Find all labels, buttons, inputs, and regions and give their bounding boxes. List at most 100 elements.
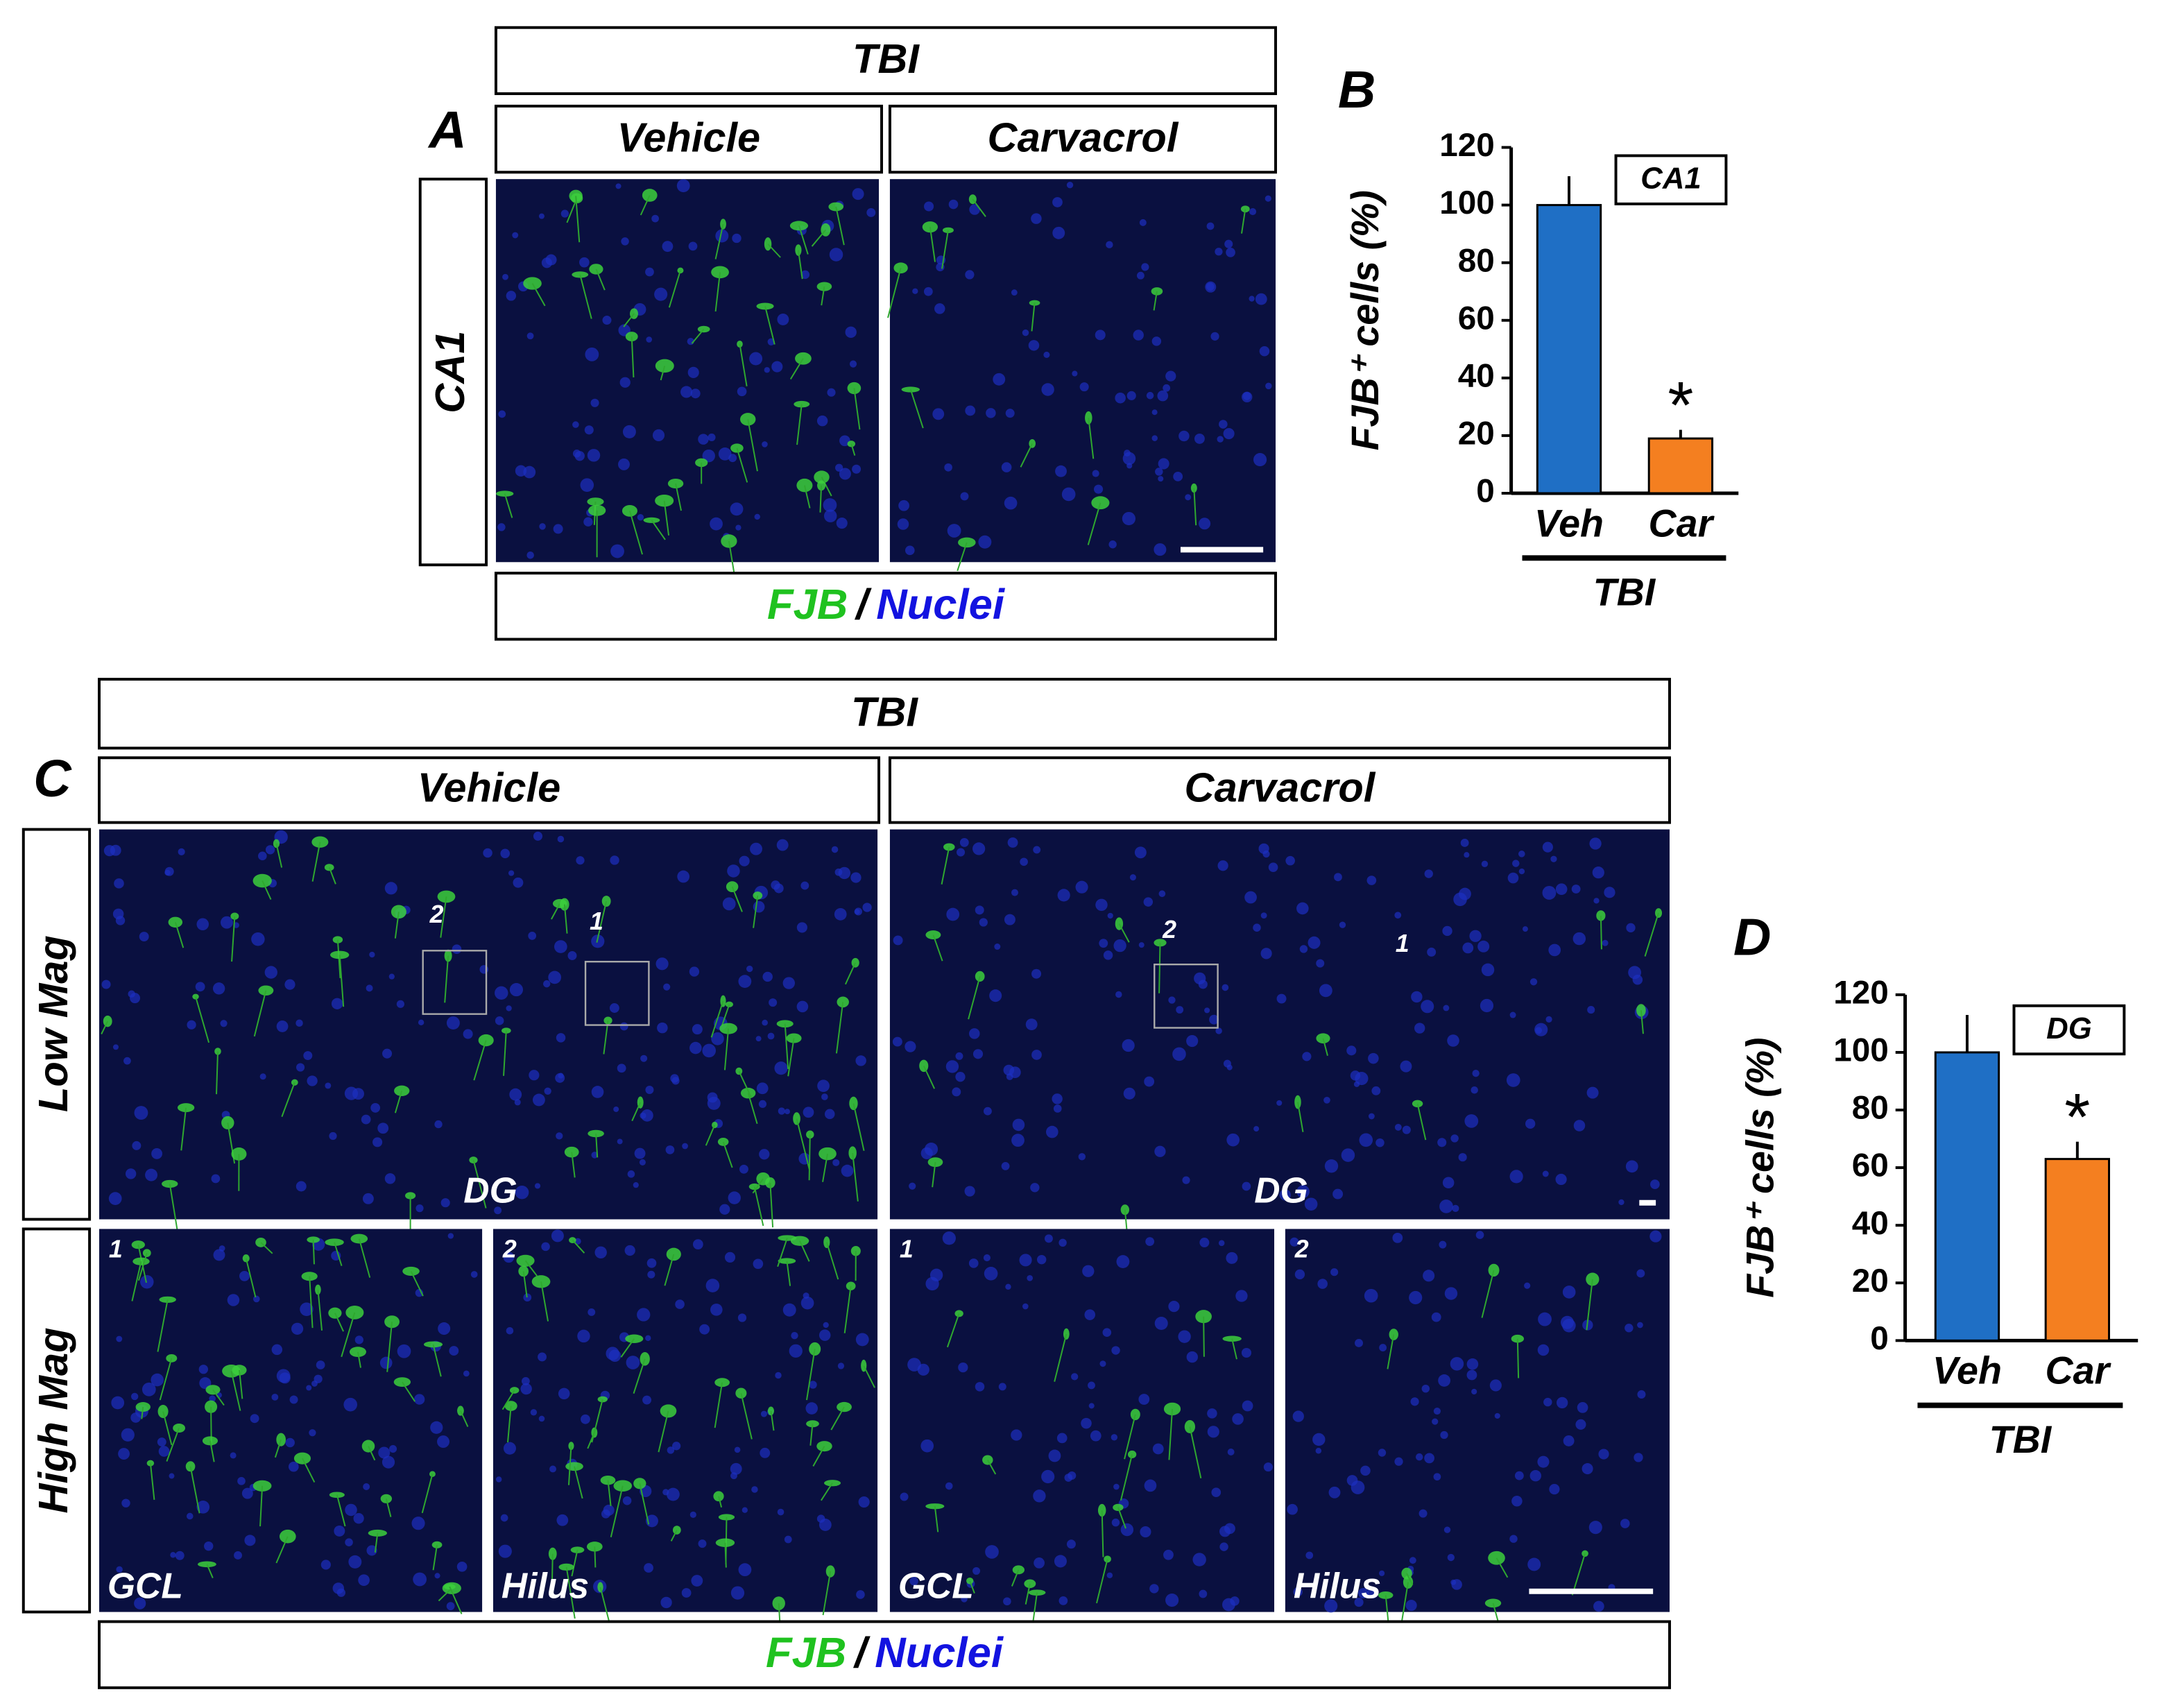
nucleus [1323, 1096, 1330, 1104]
nucleus [1259, 345, 1270, 357]
nucleus [948, 199, 959, 210]
nucleus [463, 1370, 470, 1377]
nucleus [1379, 1344, 1387, 1352]
nucleus [1222, 984, 1229, 991]
nucleus [1472, 1069, 1480, 1077]
fjb-cell [279, 1529, 296, 1544]
nucleus [1120, 1523, 1134, 1537]
fjb-process [566, 198, 578, 223]
fjb-process [850, 443, 856, 456]
nucleus [140, 1275, 154, 1289]
nucleus [456, 1561, 468, 1572]
nucleus [1293, 1587, 1303, 1597]
fjb-process [787, 1038, 795, 1077]
fjb-process [137, 1252, 148, 1281]
fjb-process [640, 195, 651, 216]
nucleus [639, 1159, 646, 1165]
y-tick-label: 120 [1833, 974, 1889, 1011]
nucleus [379, 1356, 393, 1369]
fjb-process [1032, 1592, 1038, 1621]
fjb-process [806, 1349, 816, 1401]
nucleus [285, 1437, 295, 1448]
nucleus [523, 466, 536, 479]
nucleus [608, 1349, 622, 1363]
nucleus [1542, 1170, 1549, 1177]
nucleus [1046, 1125, 1058, 1138]
y-tick-label: 20 [1852, 1263, 1889, 1299]
inset-number: 1 [109, 1236, 123, 1263]
fjb-process [822, 1571, 832, 1616]
fjb-process [1153, 291, 1158, 311]
nucleus [1005, 409, 1015, 418]
nucleus [965, 270, 975, 280]
group-label: TBI [851, 688, 918, 735]
nucleus [708, 433, 716, 441]
nucleus [1218, 1240, 1225, 1247]
fjb-cell [837, 996, 849, 1008]
fjb-cell [1029, 438, 1036, 448]
nucleus [968, 1258, 979, 1268]
fjb-process [1640, 1010, 1644, 1034]
label-box [888, 104, 1277, 174]
nucleus [722, 897, 736, 911]
nucleus [110, 844, 121, 856]
nucleus [554, 940, 567, 953]
nucleus [1494, 1412, 1500, 1419]
nucleus [1394, 1123, 1402, 1131]
nucleus [816, 1514, 825, 1523]
nucleus [622, 425, 636, 438]
nucleus [244, 1535, 256, 1546]
nucleus [730, 502, 744, 516]
fjb-process [658, 1410, 669, 1453]
fjb-process [723, 1028, 730, 1070]
nucleus [1108, 540, 1117, 549]
nucleus [358, 1574, 370, 1587]
nucleus [1324, 1159, 1339, 1173]
fjb-process [317, 1289, 323, 1331]
nucleus [579, 257, 590, 268]
nucleus [1053, 1104, 1062, 1113]
nucleus [789, 1344, 803, 1358]
nucleus [314, 1374, 323, 1383]
nucleus [957, 848, 966, 857]
nucleus [1442, 1177, 1455, 1189]
nucleus [1066, 1539, 1076, 1549]
nucleus [1582, 1463, 1593, 1475]
fjb-process [633, 1358, 646, 1394]
nucleus [756, 1082, 769, 1095]
nucleus [1078, 1153, 1086, 1161]
fjb-process [863, 1365, 875, 1388]
fjb-process [159, 1358, 173, 1401]
inset-number: 2 [1294, 1236, 1309, 1263]
nucleus [1634, 1453, 1643, 1462]
nucleus [1205, 281, 1217, 293]
nucleus [556, 1132, 563, 1140]
nucleus [1027, 1274, 1034, 1281]
nucleus [1138, 942, 1145, 948]
nucleus [382, 1048, 393, 1059]
nucleus [1151, 435, 1158, 441]
nucleus [984, 1266, 998, 1281]
nucleus [384, 1173, 396, 1184]
label-box [22, 1227, 92, 1614]
nucleus [719, 1204, 730, 1215]
fjb-process [767, 244, 781, 258]
nucleus [345, 1503, 357, 1517]
nucleus [924, 201, 934, 212]
nucleus [1011, 1429, 1022, 1441]
y-tick-label: 80 [1852, 1090, 1889, 1127]
nucleus [1103, 950, 1113, 960]
inset-box [422, 950, 488, 1015]
nucleus [1157, 390, 1169, 402]
fjb-cell [307, 1236, 320, 1243]
nucleus [1066, 181, 1074, 189]
nucleus [121, 1428, 135, 1442]
nucleus [1330, 1268, 1339, 1276]
nucleus [978, 535, 992, 549]
nucleus [1211, 1487, 1222, 1498]
nucleus [1111, 1518, 1120, 1527]
nucleus [1458, 1153, 1467, 1162]
nucleus [1154, 543, 1167, 556]
nucleus [345, 1538, 353, 1546]
fjb-cell [943, 843, 955, 851]
